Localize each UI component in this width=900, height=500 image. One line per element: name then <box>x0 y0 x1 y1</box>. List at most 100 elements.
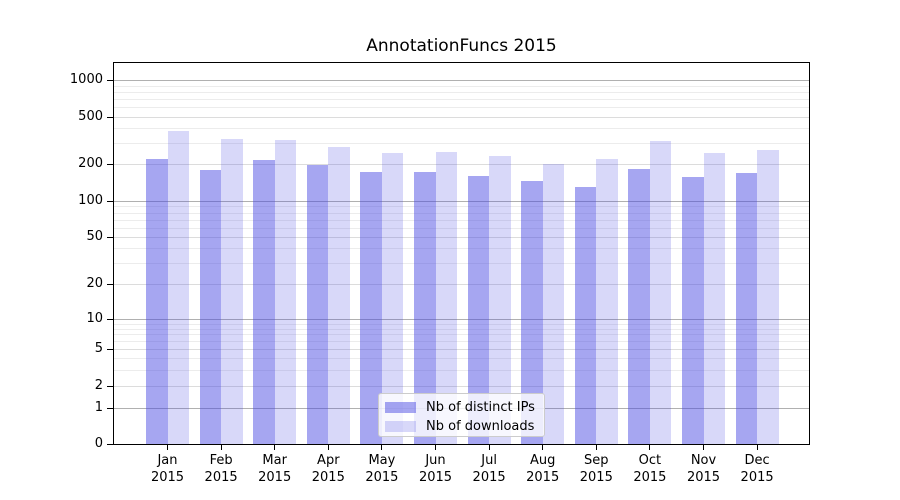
y-tick-label: 2 <box>94 378 103 393</box>
bar-downloads <box>542 164 565 444</box>
bar-downloads <box>328 146 350 444</box>
x-tick-label-dec: Dec 2015 <box>729 452 785 486</box>
x-tick-label-oct: Oct 2015 <box>622 452 678 486</box>
y-tick-label: 1 <box>94 400 103 415</box>
y-tick-mark <box>107 237 113 238</box>
bar-distinct-ips <box>521 181 543 444</box>
gridline-y-7 <box>114 334 809 336</box>
gridline-y-50 <box>114 237 809 238</box>
x-tick-mark <box>274 445 276 450</box>
x-tick-mark <box>167 445 168 450</box>
year-label: 2015 <box>365 470 399 485</box>
bar-distinct-ips <box>682 176 704 444</box>
x-tick-label-jul: Jul 2015 <box>461 452 517 486</box>
gridline-y-1000 <box>114 80 809 81</box>
year-label: 2015 <box>633 470 667 485</box>
y-tick-mark <box>107 201 113 202</box>
x-tick-label-feb: Feb 2015 <box>193 452 249 486</box>
x-tick-mark <box>542 445 544 450</box>
y-tick-mark <box>107 349 113 350</box>
legend-label: Nb of distinct IPs <box>426 399 535 415</box>
year-label: 2015 <box>150 470 185 485</box>
year-label: 2015 <box>579 470 613 485</box>
legend-entry: Nb of downloads <box>385 417 538 435</box>
bar-distinct-ips <box>253 159 275 444</box>
plot-area <box>113 62 810 445</box>
month-label: May <box>368 453 396 468</box>
y-tick-mark <box>107 408 113 409</box>
legend-swatch-downloads <box>385 420 416 432</box>
month-label: Jun <box>425 453 446 468</box>
gridline-y-300 <box>114 143 809 145</box>
year-label: 2015 <box>526 470 560 485</box>
y-tick-mark <box>107 386 113 387</box>
gridline-y-60 <box>114 227 809 229</box>
bar-downloads <box>596 159 618 444</box>
bar-downloads <box>167 131 189 444</box>
bar-downloads <box>274 139 297 444</box>
gridline-y-5 <box>114 349 809 350</box>
gridline-y-4 <box>114 358 809 359</box>
gridline-y-3 <box>114 369 809 371</box>
year-label: 2015 <box>740 470 774 485</box>
gridline-y-900 <box>114 85 809 87</box>
y-tick-label: 100 <box>78 193 103 208</box>
month-label: Apr <box>317 453 340 468</box>
bar-distinct-ips <box>199 169 222 444</box>
year-label: 2015 <box>472 470 506 485</box>
legend-swatch-distinct-ips <box>385 401 416 413</box>
y-tick-mark <box>107 319 113 320</box>
gridline-y-90 <box>114 206 809 208</box>
gridline-y-70 <box>114 219 809 221</box>
bar-distinct-ips <box>360 171 382 444</box>
gridline-y-20 <box>114 284 809 285</box>
bar-downloads <box>489 155 511 444</box>
x-tick-mark <box>381 445 383 450</box>
x-tick-label-apr: Apr 2015 <box>300 452 356 486</box>
bar-downloads <box>381 152 404 444</box>
x-tick-mark <box>327 445 329 450</box>
x-tick-mark <box>703 445 704 450</box>
gridline-y-6 <box>114 341 809 343</box>
year-label: 2015 <box>258 470 292 485</box>
gridline-y-500 <box>114 117 809 118</box>
gridline-y-10 <box>114 319 809 320</box>
bar-distinct-ips <box>414 172 436 444</box>
bar-distinct-ips <box>735 173 758 444</box>
x-tick-label-aug: Aug 2015 <box>515 452 571 486</box>
x-tick-label-may: May 2015 <box>354 452 410 486</box>
gridline-y-2 <box>114 386 809 387</box>
x-tick-label-jan: Jan 2015 <box>140 452 196 486</box>
x-tick-label-nov: Nov 2015 <box>676 452 732 486</box>
y-tick-label: 1000 <box>69 72 103 87</box>
month-label: Feb <box>209 453 233 468</box>
gridline-y-100 <box>114 201 809 202</box>
gridline-y-400 <box>114 128 809 130</box>
month-label: Aug <box>529 453 556 468</box>
x-tick-label-sep: Sep 2015 <box>568 452 624 486</box>
x-tick-label-jun: Jun 2015 <box>408 452 464 486</box>
month-label: Sep <box>584 453 609 468</box>
legend-label: Nb of downloads <box>426 418 535 434</box>
x-tick-mark <box>435 445 436 450</box>
legend-entry: Nb of distinct IPs <box>385 398 538 416</box>
bar-distinct-ips <box>467 175 490 444</box>
gridline-y-40 <box>114 248 809 250</box>
gridline-y-800 <box>114 91 809 93</box>
year-label: 2015 <box>418 470 453 485</box>
y-tick-label: 5 <box>94 341 103 356</box>
x-tick-mark <box>595 445 597 450</box>
month-label: Nov <box>690 453 717 468</box>
y-tick-mark <box>107 284 113 285</box>
x-tick-mark <box>220 445 222 450</box>
gridline-y-9 <box>114 323 809 325</box>
y-tick-mark <box>107 80 113 81</box>
month-label: Oct <box>638 453 662 468</box>
y-tick-label: 20 <box>86 276 103 291</box>
month-label: Jan <box>157 453 178 468</box>
y-tick-label: 10 <box>86 311 103 326</box>
x-tick-mark <box>488 445 490 450</box>
chart-title: AnnotationFuncs 2015 <box>366 36 557 56</box>
bar-downloads <box>221 139 243 444</box>
